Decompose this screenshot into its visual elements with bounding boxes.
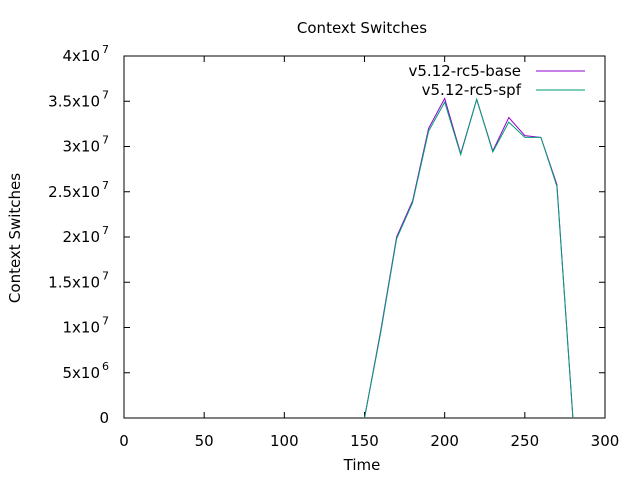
y-tick-mantissa: 0 [99,409,109,427]
legend-label-spf: v5.12-rc5-spf [422,81,522,99]
y-tick-exponent: 7 [102,224,109,237]
y-tick-exponent: 7 [102,315,109,328]
y-axis-label: Context Switches [6,173,24,303]
y-tick-mantissa: 1.5x10 [48,273,100,291]
y-tick-label: 5x10 6 [62,360,109,382]
x-axis-label: Time [343,456,381,474]
y-tick-exponent: 7 [102,269,109,282]
x-tick-label: 300 [591,432,620,450]
x-tick-labels: 0 50 100 150 200 250 300 [119,432,619,450]
y-tick-label: 4x10 7 [62,43,109,65]
legend: v5.12-rc5-base v5.12-rc5-spf [409,62,585,99]
y-tick-exponent: 7 [102,88,109,101]
plot-frame [123,55,606,419]
chart-title: Context Switches [297,19,427,37]
x-tick-label: 50 [195,432,214,450]
x-tick-label: 250 [511,432,540,450]
y-tick-mantissa: 2.5x10 [48,183,100,201]
y-tick-mantissa: 3.5x10 [48,92,100,110]
y-tick-mantissa: 4x10 [62,47,100,65]
y-tick-label: 3x10 7 [62,134,109,156]
y-tick-exponent: 7 [102,43,109,56]
y-tick-label: 2.5x10 7 [48,179,109,201]
x-tick-label: 200 [430,432,459,450]
x-tick-label: 150 [350,432,379,450]
series-lines [364,97,574,419]
y-tick-label: 1.5x10 7 [48,269,109,291]
x-tick-label: 100 [270,432,299,450]
y-tick-label: 1x10 7 [62,315,109,337]
series-line-1 [364,97,574,419]
axis-ticks [123,55,606,419]
y-tick-exponent: 7 [102,134,109,147]
x-tick-label: 0 [119,432,129,450]
y-tick-mantissa: 2x10 [62,228,100,246]
legend-label-base: v5.12-rc5-base [409,62,522,80]
y-tick-exponent: 7 [102,179,109,192]
y-tick-label: 2x10 7 [62,224,109,246]
y-tick-mantissa: 3x10 [62,138,100,156]
y-tick-exponent: 6 [102,360,109,373]
series-line-0 [364,97,574,419]
y-tick-mantissa: 5x10 [62,364,100,382]
y-tick-label: 0 [99,409,109,427]
y-tick-mantissa: 1x10 [62,319,100,337]
y-tick-label: 3.5x10 7 [48,88,109,110]
